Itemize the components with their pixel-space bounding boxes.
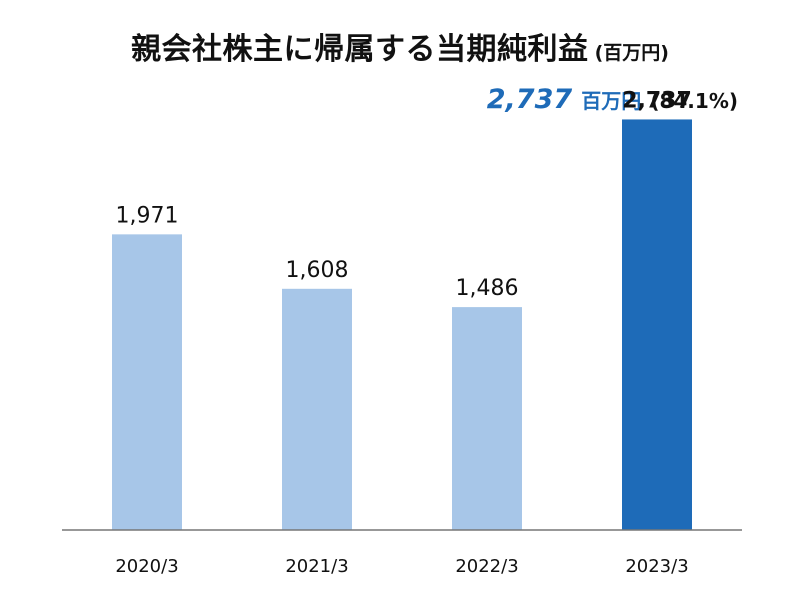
x-tick-label-2023/3: 2023/3: [625, 556, 688, 577]
highlight-ratio: (84.1%): [650, 89, 738, 113]
x-tick-label-2022/3: 2022/3: [455, 556, 518, 577]
bar-2020/3: [112, 234, 182, 530]
highlight-value: 2,737: [486, 84, 573, 115]
value-label-2020/3: 1,971: [116, 203, 179, 228]
x-tick-label-2020/3: 2020/3: [115, 556, 178, 577]
chart-title: 親会社株主に帰属する当期純利益: [131, 32, 589, 67]
chart-title-row: 親会社株主に帰属する当期純利益 (百万円): [0, 24, 800, 68]
highlight-summary: 2,737 百万円 (84.1%): [487, 84, 738, 115]
x-tick-label-2021/3: 2021/3: [285, 556, 348, 577]
value-label-2023/3: 2,737: [622, 88, 692, 113]
value-label-2021/3: 1,608: [286, 258, 349, 283]
highlight-unit: 百万円: [581, 89, 642, 113]
bar-2021/3: [282, 288, 352, 530]
bar-2022/3: [452, 307, 522, 530]
bar-2023/3: [622, 119, 692, 530]
value-label-2022/3: 1,486: [456, 276, 519, 301]
chart-unit: (百万円): [594, 42, 669, 64]
